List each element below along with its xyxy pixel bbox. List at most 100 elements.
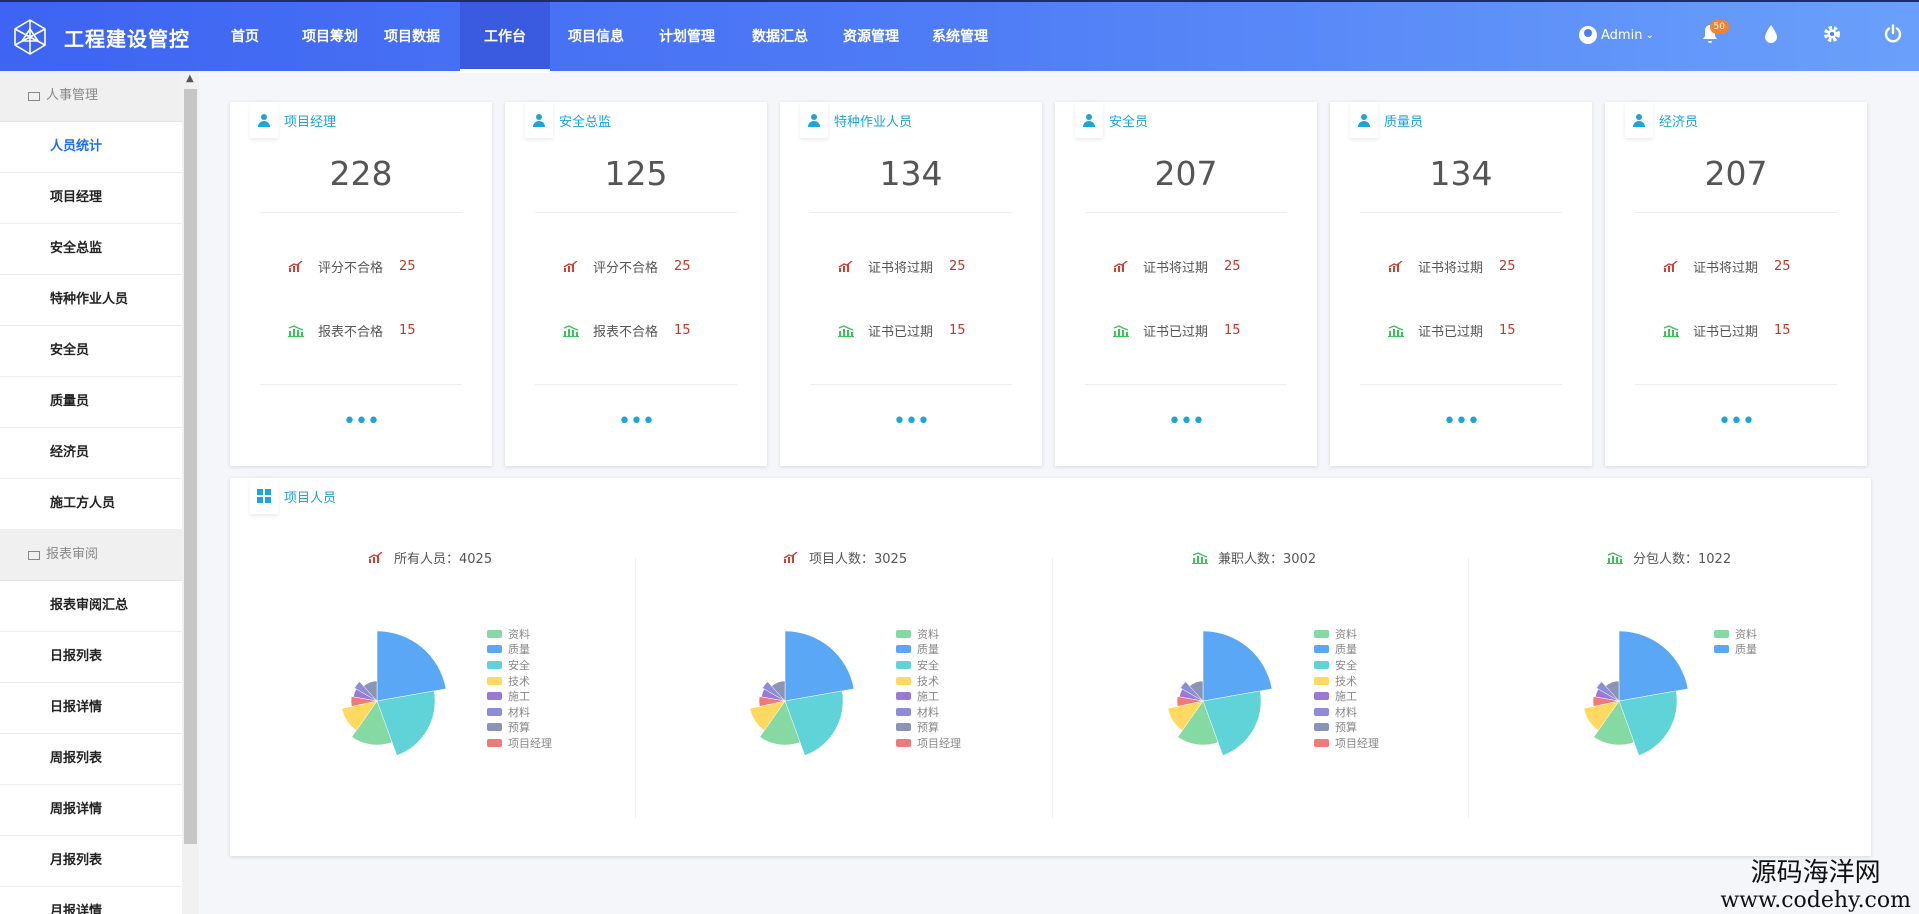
sidebar-group-reports[interactable]: 报表审阅: [0, 530, 182, 581]
nav-item-6[interactable]: 数据汇总: [752, 29, 808, 45]
sidebar-scrollbar[interactable]: ▲: [182, 71, 199, 914]
sidebar-item[interactable]: 人员统计: [0, 122, 182, 173]
legend-item[interactable]: 材料: [487, 704, 552, 720]
legend-item[interactable]: 项目经理: [896, 735, 961, 751]
sidebar-item[interactable]: 日报列表: [0, 632, 182, 683]
pie-chart[interactable]: [705, 621, 865, 781]
app-logo[interactable]: 工程建设管控: [10, 16, 190, 58]
legend-item[interactable]: 技术: [487, 673, 552, 689]
pie-slice[interactable]: [1180, 681, 1204, 702]
pie-slice[interactable]: [771, 680, 786, 702]
more-button[interactable]: •••: [1443, 409, 1480, 434]
legend-item[interactable]: 资料: [1714, 626, 1757, 642]
sidebar-item[interactable]: 项目经理: [0, 173, 182, 224]
pie-slice[interactable]: [376, 630, 447, 702]
pie-slice[interactable]: [758, 696, 786, 707]
more-button[interactable]: •••: [893, 409, 930, 434]
scrollbar-thumb[interactable]: [184, 89, 197, 844]
pie-chart[interactable]: [297, 621, 457, 781]
pie-slice[interactable]: [376, 690, 436, 756]
notification-bell[interactable]: 50: [1697, 20, 1729, 50]
legend-item[interactable]: 资料: [1314, 626, 1379, 642]
pie-slice[interactable]: [1176, 696, 1204, 707]
pie-slice[interactable]: [354, 681, 378, 702]
sidebar-item[interactable]: 报表审阅汇总: [0, 581, 182, 632]
legend-item[interactable]: 资料: [487, 626, 552, 642]
nav-item-0[interactable]: 首页: [231, 29, 259, 45]
pie-slice[interactable]: [1618, 690, 1678, 756]
more-button[interactable]: •••: [1718, 409, 1755, 434]
sidebar-item[interactable]: 质量员: [0, 377, 182, 428]
logout-button[interactable]: [1880, 24, 1906, 50]
pie-slice[interactable]: [1583, 700, 1620, 731]
sidebar-item[interactable]: 安全员: [0, 326, 182, 377]
legend-item[interactable]: 施工: [896, 688, 961, 704]
nav-item-7[interactable]: 资源管理: [843, 29, 899, 45]
nav-item-1[interactable]: 项目筹划: [302, 29, 358, 45]
pie-chart[interactable]: [1539, 621, 1699, 781]
pie-slice[interactable]: [784, 630, 855, 702]
nav-item-3[interactable]: 工作台: [460, 2, 550, 73]
settings-button[interactable]: [1819, 24, 1845, 50]
user-menu[interactable]: Admin ⌄: [1579, 26, 1654, 44]
legend-item[interactable]: 施工: [1314, 688, 1379, 704]
sidebar-item[interactable]: 周报列表: [0, 734, 182, 785]
legend-item[interactable]: 安全: [487, 657, 552, 673]
pie-slice[interactable]: [1605, 680, 1620, 702]
more-button[interactable]: •••: [343, 409, 380, 434]
sidebar-item[interactable]: 日报详情: [0, 683, 182, 734]
legend-item[interactable]: 材料: [1314, 704, 1379, 720]
pie-slice[interactable]: [749, 700, 786, 731]
pie-slice[interactable]: [1167, 700, 1204, 731]
sidebar-item[interactable]: 经济员: [0, 428, 182, 479]
sidebar-item[interactable]: 月报列表: [0, 836, 182, 887]
legend-item[interactable]: 安全: [1314, 657, 1379, 673]
legend-item[interactable]: 施工: [487, 688, 552, 704]
legend-item[interactable]: 预算: [487, 720, 552, 736]
pie-slice[interactable]: [350, 696, 378, 707]
legend-item[interactable]: 安全: [896, 657, 961, 673]
sidebar-item[interactable]: 安全总监: [0, 224, 182, 275]
sidebar-item[interactable]: 特种作业人员: [0, 275, 182, 326]
pie-slice[interactable]: [351, 700, 393, 746]
pie-slice[interactable]: [363, 680, 378, 702]
nav-item-2[interactable]: 项目数据: [384, 29, 440, 45]
sidebar-item[interactable]: 周报详情: [0, 785, 182, 836]
nav-item-5[interactable]: 计划管理: [659, 29, 715, 45]
pie-slice[interactable]: [1618, 630, 1689, 702]
stat-card: 项目经理 228 评分不合格 25 报表不合格 15 •••: [230, 102, 492, 466]
legend-item[interactable]: 质量: [1314, 642, 1379, 658]
more-button[interactable]: •••: [1168, 409, 1205, 434]
legend-item[interactable]: 项目经理: [1314, 735, 1379, 751]
pie-slice[interactable]: [1593, 700, 1635, 746]
pie-slice[interactable]: [1189, 680, 1204, 702]
nav-item-8[interactable]: 系统管理: [932, 29, 988, 45]
legend-item[interactable]: 材料: [896, 704, 961, 720]
sidebar-item[interactable]: 月报详情: [0, 887, 182, 914]
theme-button[interactable]: [1758, 24, 1784, 50]
legend-item[interactable]: 资料: [896, 626, 961, 642]
pie-slice[interactable]: [341, 700, 378, 731]
legend-item[interactable]: 技术: [896, 673, 961, 689]
pie-slice[interactable]: [1596, 681, 1620, 702]
pie-slice[interactable]: [762, 681, 786, 702]
sidebar-item[interactable]: 施工方人员: [0, 479, 182, 530]
pie-slice[interactable]: [1202, 690, 1262, 756]
legend-item[interactable]: 预算: [1314, 720, 1379, 736]
more-button[interactable]: •••: [618, 409, 655, 434]
pie-slice[interactable]: [1592, 696, 1620, 707]
legend-item[interactable]: 质量: [896, 642, 961, 658]
legend-item[interactable]: 技术: [1314, 673, 1379, 689]
sidebar-group-hr[interactable]: 人事管理: [0, 71, 182, 122]
pie-slice[interactable]: [1202, 630, 1273, 702]
pie-slice[interactable]: [1177, 700, 1219, 746]
pie-chart[interactable]: [1123, 621, 1283, 781]
pie-slice[interactable]: [759, 700, 801, 746]
nav-item-4[interactable]: 项目信息: [568, 29, 624, 45]
pie-slice[interactable]: [784, 690, 844, 756]
legend-item[interactable]: 质量: [487, 642, 552, 658]
scroll-up-icon[interactable]: ▲: [186, 73, 194, 84]
legend-item[interactable]: 预算: [896, 720, 961, 736]
legend-item[interactable]: 质量: [1714, 642, 1757, 658]
legend-item[interactable]: 项目经理: [487, 735, 552, 751]
